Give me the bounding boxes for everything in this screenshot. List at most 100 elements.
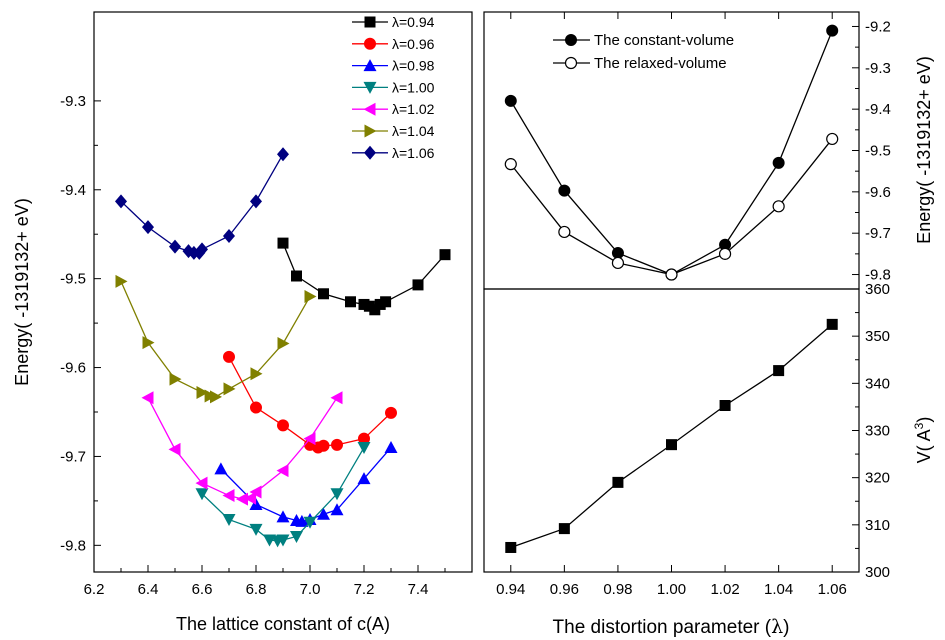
data-point-left-4-0 — [141, 391, 154, 405]
data-point-left-4-8 — [303, 432, 316, 446]
left-xtick-label-0: 6.2 — [84, 581, 105, 598]
data-point-left-3-9 — [357, 442, 371, 455]
data-point-left-5-3 — [196, 385, 209, 399]
right-xtick-label-6: 1.06 — [818, 581, 847, 598]
data-point-left-6-1 — [142, 220, 154, 235]
series-line-right-bottom-0 — [510, 323, 833, 549]
data-point-left-5-0 — [115, 274, 128, 288]
legend-label-left-0: λ=0.94 — [392, 14, 435, 30]
right-bottom-ytick-label-2: 320 — [865, 470, 890, 487]
data-point-left-5-9 — [304, 289, 317, 303]
data-point-right-top-1-3 — [665, 268, 678, 281]
left-ytick-label-2: -9.5 — [60, 271, 86, 288]
data-point-right-bottom-0-0 — [505, 541, 517, 553]
data-point-left-4-7 — [276, 464, 289, 478]
data-point-left-0-9 — [412, 279, 424, 291]
legend-label-right-1: The relaxed-volume — [594, 55, 727, 72]
data-point-left-2-9 — [384, 441, 398, 454]
data-point-left-5-8 — [277, 337, 290, 351]
right-top-ylabel: Energy( -1319132+ eV) — [914, 56, 934, 244]
series-line-left-2 — [220, 447, 392, 522]
data-point-right-top-1-2 — [611, 256, 625, 270]
data-point-left-3-5 — [276, 534, 290, 547]
data-point-left-5-2 — [169, 372, 182, 386]
data-point-left-3-2 — [249, 523, 263, 536]
data-point-right-top-0-6 — [826, 24, 839, 37]
data-point-left-1-6 — [331, 438, 343, 451]
right-bottom-ytick-label-6: 360 — [865, 281, 890, 298]
left-ytick-label-1: -9.4 — [60, 182, 86, 199]
right-top-ytick-label-0: -9.2 — [865, 18, 891, 35]
legend-marker-right-0 — [565, 34, 577, 46]
data-point-right-top-1-4 — [718, 247, 732, 260]
right-xtick-label-2: 0.98 — [603, 581, 632, 598]
data-point-left-1-5 — [317, 439, 330, 452]
right-top-ytick-label-2: -9.4 — [865, 101, 891, 118]
left-legend: λ=0.94 λ=0.96 λ=0.98 λ=1.00 λ=1.02 λ=1.04 λ=1.… — [352, 14, 435, 161]
right-bottom-ytick-label-3: 330 — [865, 423, 890, 440]
left-plot-area — [115, 147, 451, 548]
legend-label-left-4: λ=1.02 — [392, 101, 435, 117]
legend-marker-left-2 — [363, 59, 377, 72]
data-point-right-bottom-0-2 — [612, 476, 624, 488]
right-top-ytick-label-1: -9.3 — [865, 60, 891, 77]
data-point-left-2-7 — [330, 503, 344, 516]
data-point-left-4-1 — [168, 442, 181, 456]
left-xlabel: The lattice constant of c(A) — [176, 614, 390, 634]
left-ytick-label-5: -9.8 — [60, 537, 86, 554]
left-ytick-label-4: -9.7 — [60, 448, 86, 465]
legend-marker-left-0 — [364, 16, 376, 28]
right-xlabel: The distortion parameter (λ) — [553, 616, 790, 638]
data-point-left-5-1 — [142, 336, 155, 350]
right-xtick-label-0: 0.94 — [496, 581, 525, 598]
legend-marker-left-3 — [363, 81, 377, 94]
data-point-left-0-3 — [345, 296, 356, 308]
right-xtick-label-3: 1.00 — [657, 581, 686, 598]
right-top-ytick-label-3: -9.5 — [865, 143, 891, 160]
data-point-left-2-2 — [276, 510, 290, 523]
data-point-left-3-7 — [303, 516, 317, 529]
left-xtick-label-5: 7.2 — [354, 581, 375, 598]
data-point-left-2-8 — [357, 472, 371, 485]
data-point-left-0-2 — [318, 288, 329, 300]
legend-marker-left-1 — [364, 37, 376, 50]
legend-marker-left-4 — [363, 102, 376, 116]
data-point-left-4-9 — [330, 391, 343, 405]
data-point-left-4-5 — [244, 491, 257, 505]
data-point-right-bottom-0-1 — [558, 523, 570, 535]
legend-label-left-3: λ=1.00 — [392, 79, 435, 95]
data-point-right-bottom-0-6 — [826, 318, 838, 330]
right-xtick-label-4: 1.02 — [710, 581, 739, 598]
data-point-left-6-6 — [196, 242, 208, 257]
left-plot-frame — [93, 11, 473, 573]
left-ytick-label-3: -9.6 — [60, 360, 86, 377]
data-point-right-top-1-1 — [558, 225, 571, 239]
legend-label-right-0: The constant-volume — [594, 32, 734, 49]
left-ylabel: Energy( -1319132+ eV) — [12, 198, 32, 386]
left-xtick-label-4: 7.0 — [300, 581, 321, 598]
data-point-right-top-0-0 — [504, 94, 517, 107]
legend-marker-left-6 — [364, 145, 376, 160]
right-bottom-ytick-label-1: 310 — [865, 517, 890, 534]
data-point-right-top-1-6 — [826, 132, 839, 146]
data-point-left-2-6 — [317, 507, 330, 520]
right-xtick-label-1: 0.96 — [550, 581, 579, 598]
right-top-legend: The constant-volume The relaxed-volume — [553, 32, 734, 72]
right-top-ytick-label-6: -9.8 — [865, 267, 891, 284]
data-point-left-6-9 — [277, 147, 289, 162]
right-top-ytick-label-4: -9.6 — [865, 184, 891, 201]
data-point-right-bottom-0-5 — [773, 365, 785, 377]
data-point-left-0-10 — [439, 249, 451, 261]
left-xtick-label-1: 6.4 — [138, 581, 159, 598]
legend-marker-left-5 — [364, 124, 377, 138]
right-bottom-ytick-label-5: 350 — [865, 328, 890, 345]
data-point-left-6-7 — [223, 229, 235, 243]
data-point-left-6-0 — [115, 194, 127, 209]
data-point-left-4-6 — [249, 485, 262, 499]
right-bottom-plot-area — [505, 318, 838, 553]
data-point-left-1-0 — [223, 350, 235, 363]
data-point-left-6-8 — [250, 194, 262, 209]
data-point-left-3-1 — [222, 514, 236, 527]
right-bottom-plot-frame — [483, 288, 860, 573]
